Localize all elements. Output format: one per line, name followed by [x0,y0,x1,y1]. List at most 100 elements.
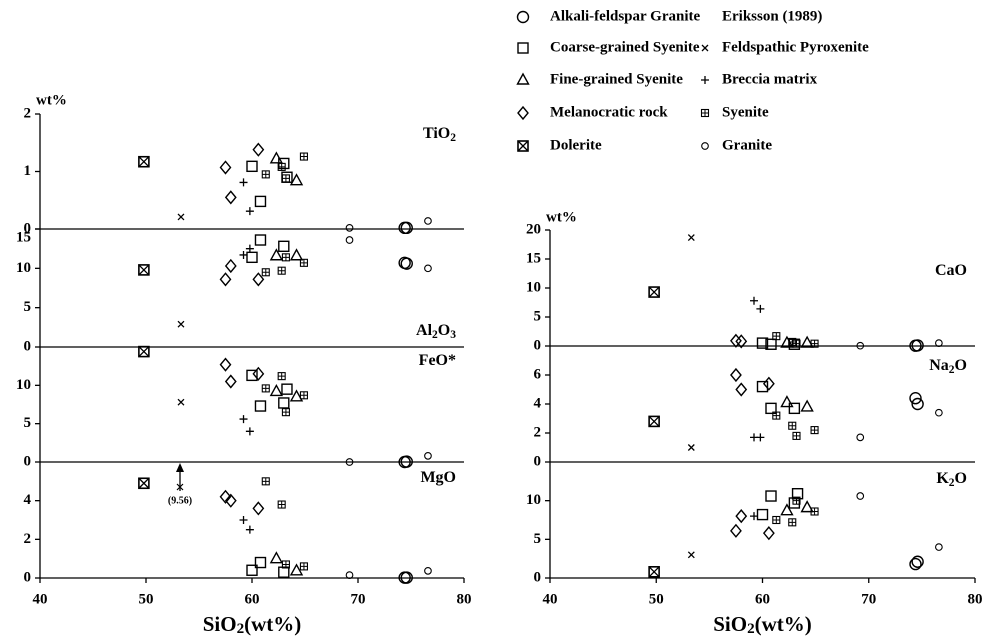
data-point [239,250,248,259]
marker-shape [254,556,267,569]
marker-shape [424,217,432,225]
marker-shape [269,384,284,397]
marker-shape [750,512,758,521]
marker-shape [687,234,695,241]
marker-shape [756,433,765,442]
marker-shape [400,455,413,468]
data-point [765,402,777,415]
data-point [281,174,290,183]
marker-shape [239,250,248,259]
marker-shape [269,151,284,164]
marker-shape [765,490,777,502]
marker-shape [252,272,265,287]
data-point [792,339,801,348]
marker-shape [762,376,775,391]
data-point [254,195,267,208]
data-point [345,571,354,579]
y-tick-label: 0 [534,453,542,469]
data-point [687,234,695,241]
data-point [772,411,781,420]
data-point [281,253,290,262]
data-point [289,389,304,402]
y-tick-label: 10 [526,492,541,508]
marker-shape [138,264,150,276]
data-point [289,173,304,186]
y-tick-label: 5 [534,308,542,324]
data-point [138,345,150,358]
marker-shape [289,389,304,402]
data-point [254,234,267,246]
data-point [909,392,922,405]
data-point [219,272,232,287]
data-point [756,304,765,313]
marker-shape [856,492,865,500]
x-tick-label: 40 [543,591,558,607]
marker-shape [177,320,185,328]
x-tick-label: 50 [649,591,664,607]
data-point [756,337,769,349]
marker-shape [756,380,769,393]
data-point [765,338,777,350]
y-tick-label: 6 [534,366,542,382]
marker-shape [239,516,248,524]
marker-shape [756,508,769,521]
legend-label: Breccia matrix [722,71,818,87]
data-point [269,551,284,564]
y-tick-label: 0 [24,453,32,469]
marker-shape [239,415,248,424]
data-point [756,380,769,393]
data-point [424,452,432,460]
data-point [800,500,814,513]
marker-shape [252,501,265,516]
marker-shape [239,178,248,187]
marker-shape [245,427,254,436]
marker-shape [788,338,796,346]
data-point [791,488,804,500]
marker-shape [701,109,709,117]
y-tick-label: 10 [16,377,31,393]
marker-shape [788,422,796,430]
data-point [246,369,258,382]
marker-shape [262,477,270,485]
data-point [424,566,432,575]
marker-shape [400,571,413,584]
legend-marker [701,142,709,150]
marker-shape [245,244,254,253]
data-point [138,155,150,168]
x-tick-label: 80 [968,591,983,607]
marker-shape [516,10,530,24]
data-point [788,337,797,346]
data-point [750,512,758,521]
data-point [224,493,237,508]
marker-shape [300,153,308,161]
data-point [219,357,232,372]
x-tick-label: 40 [33,591,48,607]
y-tick-label: 5 [24,415,32,431]
marker-shape [424,566,432,575]
data-point [245,244,254,253]
marker-shape [911,397,924,411]
x-tick-label: 80 [457,591,472,607]
panel-label: Al2O3 [416,322,456,341]
marker-shape [278,397,290,409]
data-point [246,160,258,173]
panel-label: K2O [936,470,967,489]
y-tick-label: 4 [534,395,542,411]
marker-shape [517,140,529,152]
marker-shape [856,341,865,350]
legend-marker [517,42,529,54]
legend-marker [701,76,709,84]
marker-shape [219,489,232,504]
data-point [800,399,814,412]
marker-shape [730,523,742,538]
data-point [239,516,248,524]
legend-marker [701,44,709,52]
marker-shape [516,72,530,85]
data-point [281,171,293,183]
marker-shape [750,296,758,305]
data-point [765,490,777,502]
data-point [252,142,265,157]
marker-shape [909,557,922,571]
marker-shape [701,142,709,150]
marker-shape [246,564,258,576]
